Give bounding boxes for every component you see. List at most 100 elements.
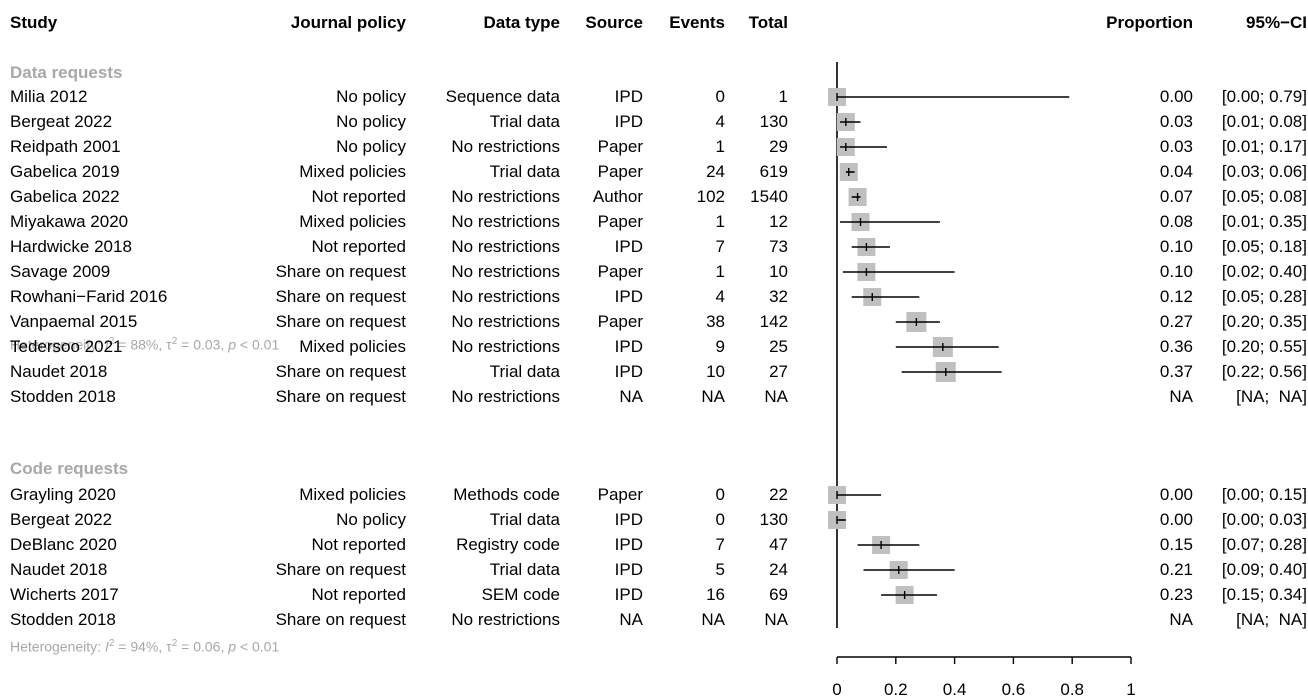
- group-label-code-requests: Code requests: [10, 459, 129, 478]
- total-cell: 1: [778, 87, 788, 106]
- proportion-cell: 0.07: [1159, 187, 1193, 206]
- journal-policy-cell: Mixed policies: [299, 337, 406, 356]
- data-type-cell: Trial data: [489, 560, 560, 579]
- study-name-cell: Vanpaemal 2015: [10, 312, 138, 331]
- confidence-interval-cell: [0.00; 0.15]: [1221, 485, 1307, 504]
- total-cell: 25: [769, 337, 788, 356]
- journal-policy-cell: Not reported: [311, 237, 407, 256]
- confidence-interval-cell: [0.05; 0.28]: [1221, 287, 1307, 306]
- x-tick-label: 0.8: [1060, 680, 1084, 699]
- study-name-cell: Naudet 2018: [10, 560, 108, 579]
- header-journal-policy: Journal policy: [290, 13, 406, 32]
- proportion-cell: 0.00: [1159, 87, 1193, 106]
- source-cell: IPD: [614, 112, 643, 131]
- source-cell: Paper: [597, 137, 643, 156]
- total-cell: 69: [769, 585, 788, 604]
- data-type-cell: No restrictions: [451, 137, 560, 156]
- total-cell: 29: [769, 137, 788, 156]
- confidence-interval-cell: [0.00; 0.03]: [1221, 510, 1307, 529]
- source-cell: IPD: [614, 362, 643, 381]
- journal-policy-cell: Share on request: [275, 610, 406, 629]
- confidence-interval-cell: [0.20; 0.55]: [1221, 337, 1307, 356]
- total-cell: 47: [769, 535, 788, 554]
- events-cell: 7: [715, 237, 725, 256]
- events-cell: 0: [715, 485, 725, 504]
- confidence-interval-cell: [0.05; 0.08]: [1221, 187, 1307, 206]
- data-type-cell: Sequence data: [445, 87, 560, 106]
- proportion-cell: 0.08: [1159, 212, 1193, 231]
- confidence-interval-cell: [0.09; 0.40]: [1221, 560, 1307, 579]
- journal-policy-cell: Share on request: [275, 560, 406, 579]
- data-type-cell: Trial data: [489, 362, 560, 381]
- source-cell: Paper: [597, 212, 643, 231]
- data-type-cell: Methods code: [453, 485, 560, 504]
- study-name-cell: Bergeat 2022: [10, 510, 113, 529]
- source-cell: Paper: [597, 262, 643, 281]
- source-cell: IPD: [614, 535, 643, 554]
- total-cell: 32: [769, 287, 788, 306]
- data-type-cell: Trial data: [489, 112, 560, 131]
- journal-policy-cell: Mixed policies: [299, 162, 406, 181]
- data-type-cell: No restrictions: [451, 387, 560, 406]
- confidence-interval-cell: [0.02; 0.40]: [1221, 262, 1307, 281]
- confidence-interval-cell: [0.03; 0.06]: [1221, 162, 1307, 181]
- journal-policy-cell: Mixed policies: [299, 485, 406, 504]
- data-type-cell: SEM code: [481, 585, 560, 604]
- data-type-cell: No restrictions: [451, 610, 560, 629]
- events-cell: 38: [706, 312, 725, 331]
- events-cell: 102: [696, 187, 725, 206]
- events-cell: 1: [715, 212, 725, 231]
- header-total: Total: [748, 13, 788, 32]
- proportion-cell: 0.12: [1159, 287, 1193, 306]
- study-name-cell: Stodden 2018: [10, 610, 116, 629]
- group-label-data-requests: Data requests: [10, 63, 123, 82]
- x-tick-label: 0.2: [884, 680, 908, 699]
- events-cell: 5: [715, 560, 725, 579]
- data-type-cell: No restrictions: [451, 212, 560, 231]
- study-name-cell: Tedersoo 2021: [10, 337, 123, 356]
- proportion-cell: 0.10: [1159, 262, 1193, 281]
- total-cell: 130: [759, 510, 788, 529]
- proportion-cell: 0.23: [1159, 585, 1193, 604]
- data-type-cell: No restrictions: [451, 187, 560, 206]
- events-cell: 0: [715, 87, 725, 106]
- total-cell: NA: [764, 387, 788, 406]
- confidence-interval-cell: [0.05; 0.18]: [1221, 237, 1307, 256]
- total-cell: 12: [769, 212, 788, 231]
- proportion-cell: 0.37: [1159, 362, 1193, 381]
- total-cell: 10: [769, 262, 788, 281]
- study-name-cell: DeBlanc 2020: [10, 535, 117, 554]
- proportion-cell: 0.15: [1159, 535, 1193, 554]
- events-cell: 1: [715, 137, 725, 156]
- total-cell: NA: [764, 610, 788, 629]
- data-type-cell: No restrictions: [451, 312, 560, 331]
- header-events: Events: [669, 13, 725, 32]
- source-cell: IPD: [614, 87, 643, 106]
- heterogeneity-code-requests: Heterogeneity: I2 = 94%, τ2 = 0.06, p < …: [10, 638, 280, 655]
- journal-policy-cell: Share on request: [275, 262, 406, 281]
- header-study: Study: [10, 13, 58, 32]
- proportion-cell: 0.10: [1159, 237, 1193, 256]
- events-cell: 16: [706, 585, 725, 604]
- study-name-cell: Reidpath 2001: [10, 137, 121, 156]
- events-cell: NA: [701, 387, 725, 406]
- confidence-interval-cell: [0.07; 0.28]: [1221, 535, 1307, 554]
- data-type-cell: Trial data: [489, 162, 560, 181]
- study-name-cell: Stodden 2018: [10, 387, 116, 406]
- data-type-cell: Trial data: [489, 510, 560, 529]
- confidence-interval-cell: [0.20; 0.35]: [1221, 312, 1307, 331]
- events-cell: 4: [715, 112, 725, 131]
- journal-policy-cell: Not reported: [311, 585, 407, 604]
- header-95-ci: 95%−CI: [1246, 13, 1307, 32]
- confidence-interval-cell: [0.15; 0.34]: [1221, 585, 1307, 604]
- header-data-type: Data type: [483, 13, 560, 32]
- total-cell: 24: [769, 560, 788, 579]
- journal-policy-cell: Share on request: [275, 387, 406, 406]
- proportion-cell: 0.36: [1159, 337, 1193, 356]
- journal-policy-cell: No policy: [336, 510, 406, 529]
- total-cell: 22: [769, 485, 788, 504]
- journal-policy-cell: Share on request: [275, 287, 406, 306]
- journal-policy-cell: No policy: [336, 87, 406, 106]
- study-name-cell: Wicherts 2017: [10, 585, 119, 604]
